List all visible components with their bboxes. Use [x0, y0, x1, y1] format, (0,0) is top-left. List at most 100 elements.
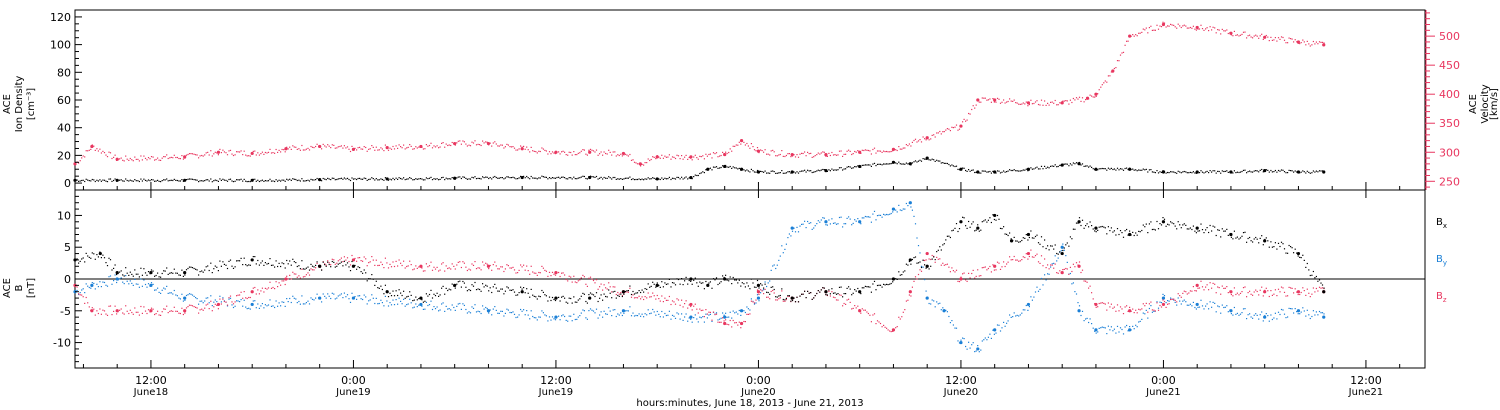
bz-sample — [673, 301, 675, 303]
ion-density-sample — [599, 177, 601, 179]
bx-sample — [504, 290, 506, 292]
bx-sample — [406, 296, 408, 298]
bx-sample — [553, 298, 555, 301]
bx-sample — [1056, 252, 1058, 255]
by-sample — [1287, 316, 1289, 318]
ion-density-sample — [530, 175, 532, 178]
velocity-sample — [989, 98, 991, 100]
bx-sample — [599, 297, 601, 299]
bz-sample — [1042, 265, 1044, 267]
ion-density-sample — [1177, 170, 1179, 172]
bx-sample — [1192, 225, 1194, 227]
bz-sample — [457, 261, 459, 263]
bz-sample — [1030, 249, 1032, 251]
bx-sample — [983, 220, 985, 222]
bz-sample — [832, 296, 835, 298]
bx-sample — [902, 271, 904, 273]
bx-sample — [404, 297, 406, 299]
bx-sample — [368, 278, 370, 280]
velocity-sample — [649, 159, 651, 162]
ion-density-sample — [958, 169, 961, 171]
bz-sample — [966, 280, 968, 282]
bz-sample — [1122, 313, 1125, 315]
bx-sample — [213, 268, 215, 270]
bz-sample — [488, 268, 490, 270]
bx-sample — [392, 290, 394, 292]
bz-sample — [512, 266, 514, 268]
ion-density-sample — [356, 178, 358, 181]
velocity-sample — [708, 153, 710, 156]
velocity-sample — [761, 150, 763, 152]
bx-sample — [1252, 241, 1254, 243]
ion-density-sample — [857, 165, 859, 167]
velocity-sample — [403, 144, 405, 146]
velocity-sample — [501, 144, 503, 146]
velocity-sample — [1314, 43, 1316, 45]
bz-sample — [1045, 267, 1047, 269]
time-tick-label: 0:00 — [341, 374, 366, 387]
ion-density-sample — [753, 171, 756, 173]
bz-sample — [509, 267, 511, 269]
by-sample — [167, 292, 169, 294]
bx-sample — [852, 292, 854, 294]
ion-density-sample — [328, 178, 330, 180]
bx-sample — [1013, 236, 1015, 238]
by-sample — [989, 333, 991, 335]
bz-sample — [1110, 303, 1112, 305]
by-sample — [1264, 315, 1266, 317]
velocity-sample — [807, 151, 809, 153]
velocity-sample — [450, 144, 452, 147]
bx-sample — [513, 291, 516, 293]
bx-sample — [307, 266, 309, 268]
bz-sample — [934, 261, 936, 263]
velocity-sample — [687, 158, 689, 160]
velocity-sample — [1167, 25, 1169, 27]
velocity-sample — [155, 158, 157, 161]
ion-density-sample — [129, 179, 131, 181]
ion-density-sample — [611, 178, 613, 180]
ion-density-sample — [644, 178, 646, 180]
ion-density-sample — [901, 163, 903, 165]
velocity-sample — [756, 147, 759, 149]
bx-sample — [1118, 233, 1120, 236]
bz-sample — [697, 312, 699, 314]
ion-density-sample — [123, 180, 125, 182]
bx-sample — [1103, 226, 1105, 228]
bx-sample — [1206, 227, 1208, 229]
bx-sample — [1028, 236, 1030, 239]
bx-sample — [649, 286, 651, 288]
by-sample — [705, 313, 707, 315]
by-sample — [366, 303, 368, 305]
ion-density-sample — [1018, 170, 1020, 172]
bx-sample — [1267, 240, 1269, 242]
bz-sample — [428, 265, 431, 267]
by-sample — [715, 312, 718, 314]
bx-sample — [1239, 237, 1242, 239]
velocity-sample — [274, 152, 276, 154]
by-sample — [1019, 314, 1021, 316]
by-sample — [515, 316, 517, 319]
ion-density-sample — [843, 168, 845, 170]
velocity-sample — [383, 150, 385, 152]
velocity-sample — [529, 151, 531, 153]
velocity-sample — [848, 149, 850, 151]
bx-sample — [354, 264, 356, 267]
bx-sample — [119, 271, 121, 273]
ion-density-sample — [365, 177, 367, 180]
velocity-sample — [360, 148, 362, 150]
bx-sample — [87, 255, 89, 257]
bx-sample — [772, 286, 774, 288]
bx-sample — [940, 249, 942, 251]
bx-sample — [1288, 244, 1290, 247]
velocity-sample — [896, 149, 898, 152]
by-sample — [1133, 328, 1135, 330]
bx-sample — [986, 221, 988, 223]
velocity-point — [588, 150, 592, 154]
bz-sample — [974, 277, 976, 279]
ion-density-sample — [876, 163, 879, 165]
bz-sample — [630, 296, 633, 298]
velocity-sample — [1098, 89, 1100, 91]
bx-sample — [661, 281, 663, 283]
velocity-sample — [1078, 96, 1081, 98]
by-sample — [318, 297, 320, 299]
